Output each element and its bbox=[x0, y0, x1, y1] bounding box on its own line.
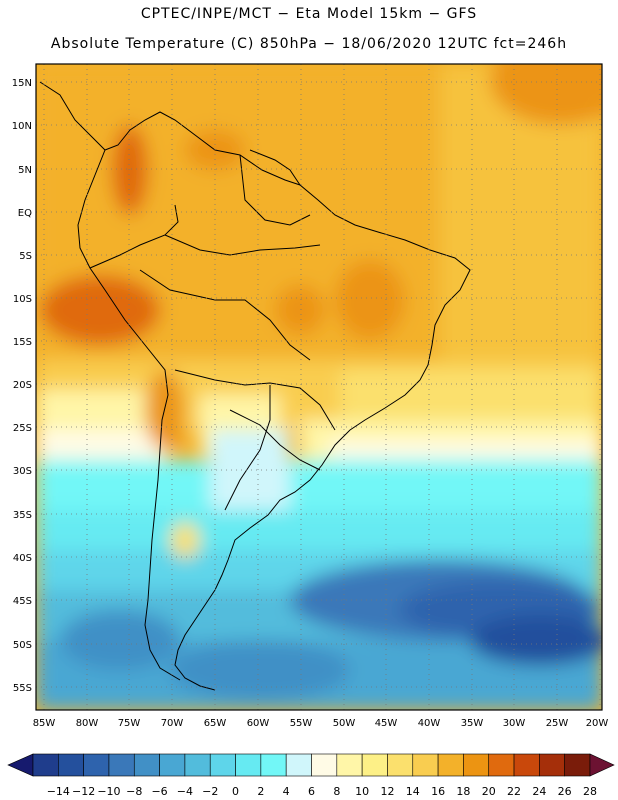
chart-title-line2: Absolute Temperature (C) 850hPa − 18/06/… bbox=[50, 36, 568, 52]
lat-tick-label: 15S bbox=[13, 337, 32, 348]
lon-tick-label: 25W bbox=[546, 718, 569, 729]
lat-tick-label: 10S bbox=[13, 294, 32, 305]
colorbar-tick-label: 10 bbox=[355, 785, 369, 798]
colorbar-tick-label: 8 bbox=[333, 785, 340, 798]
colorbar-swatch bbox=[311, 753, 338, 777]
colorbar-labels: −14 −12 −10 −8 −6 −4 −2 0 2 4 6 8 10 12 14 16 18 20 22 24 26… bbox=[47, 785, 597, 798]
lat-tick-label: EQ bbox=[18, 208, 32, 219]
colorbar-tick-label: 16 bbox=[431, 785, 445, 798]
colorbar-swatch bbox=[133, 753, 160, 777]
lat-tick-label: 10N bbox=[12, 121, 32, 132]
lon-tick-label: 80W bbox=[76, 718, 99, 729]
colorbar-tick-label: −12 bbox=[72, 785, 95, 798]
colorbar-swatch bbox=[58, 753, 84, 777]
lon-tick-label: 85W bbox=[33, 718, 56, 729]
colorbar-tick-label: 28 bbox=[583, 785, 597, 798]
latitude-axis: 15N 10N 5N EQ 5S 10S 15S 20S 25S 30S 35S… bbox=[12, 78, 32, 694]
colorbar-high-arrow bbox=[589, 753, 615, 777]
map-frame bbox=[35, 63, 603, 711]
chart-title-line1: CPTEC/INPE/MCT − Eta Model 15km − GFS bbox=[140, 6, 478, 22]
lon-tick-label: 50W bbox=[333, 718, 356, 729]
colorbar-tick-label: 12 bbox=[380, 785, 394, 798]
colorbar-tick-label: −4 bbox=[177, 785, 193, 798]
colorbar-swatch bbox=[184, 753, 211, 777]
colorbar-tick-label: −14 bbox=[47, 785, 70, 798]
lon-tick-label: 55W bbox=[290, 718, 313, 729]
colorbar-tick-label: 24 bbox=[532, 785, 546, 798]
colorbar-swatch bbox=[361, 753, 388, 777]
colorbar-tick-label: 4 bbox=[283, 785, 290, 798]
lat-tick-label: 50S bbox=[13, 640, 32, 651]
colorbar-tick-label: 20 bbox=[482, 785, 496, 798]
lat-tick-label: 40S bbox=[13, 553, 32, 564]
lon-tick-label: 20W bbox=[586, 718, 609, 729]
colorbar-tick-label: −2 bbox=[202, 785, 218, 798]
coastlines bbox=[39, 81, 471, 691]
lat-tick-label: 25S bbox=[13, 423, 32, 434]
temperature-field bbox=[36, 64, 602, 710]
lon-tick-label: 45W bbox=[375, 718, 398, 729]
longitude-axis: 85W 80W 75W 70W 65W 60W 55W 50W 45W 40W … bbox=[33, 718, 609, 729]
colorbar-swatch bbox=[159, 753, 186, 777]
colorbar-swatch bbox=[437, 753, 464, 777]
colorbar-swatch bbox=[488, 753, 515, 777]
lon-tick-label: 70W bbox=[161, 718, 184, 729]
lat-tick-label: 45S bbox=[13, 596, 32, 607]
lat-tick-label: 55S bbox=[13, 683, 32, 694]
colorbar-swatch bbox=[108, 753, 135, 777]
colorbar-swatch bbox=[513, 753, 540, 777]
lon-tick-label: 40W bbox=[418, 718, 441, 729]
lat-tick-label: 20S bbox=[13, 380, 32, 391]
colorbar-swatch bbox=[412, 753, 439, 777]
colorbar-tick-label: 18 bbox=[456, 785, 470, 798]
lon-tick-label: 30W bbox=[503, 718, 526, 729]
colorbar-swatch bbox=[336, 753, 363, 777]
colorbar-swatch bbox=[387, 753, 414, 777]
colorbar-tick-label: 26 bbox=[558, 785, 572, 798]
lat-tick-label: 15N bbox=[12, 78, 32, 89]
lon-tick-label: 35W bbox=[461, 718, 484, 729]
colorbar-low-arrow bbox=[7, 753, 34, 777]
lat-tick-label: 30S bbox=[13, 466, 32, 477]
colorbar-tick-label: 2 bbox=[257, 785, 264, 798]
lat-tick-label: 35S bbox=[13, 510, 32, 521]
colorbar bbox=[7, 753, 615, 777]
lat-tick-label: 5N bbox=[18, 165, 32, 176]
colorbar-swatch bbox=[235, 753, 262, 777]
colorbar-swatch bbox=[285, 753, 312, 777]
lat-tick-label: 5S bbox=[19, 251, 32, 262]
colorbar-swatch bbox=[32, 753, 59, 777]
colorbar-tick-label: 0 bbox=[232, 785, 239, 798]
colorbar-swatch bbox=[463, 753, 490, 777]
colorbar-tick-label: −10 bbox=[97, 785, 120, 798]
colorbar-swatch bbox=[539, 753, 565, 777]
lon-tick-label: 75W bbox=[118, 718, 141, 729]
colorbar-tick-label: −6 bbox=[151, 785, 167, 798]
colorbar-swatch bbox=[209, 753, 236, 777]
colorbar-swatch bbox=[83, 753, 110, 777]
colorbar-tick-label: 14 bbox=[406, 785, 420, 798]
colorbar-tick-label: 22 bbox=[507, 785, 521, 798]
colorbar-tick-label: −8 bbox=[126, 785, 142, 798]
lon-tick-label: 60W bbox=[247, 718, 270, 729]
colorbar-tick-label: 6 bbox=[308, 785, 315, 798]
lon-tick-label: 65W bbox=[204, 718, 227, 729]
colorbar-swatch bbox=[260, 753, 287, 777]
colorbar-swatch bbox=[564, 753, 591, 777]
